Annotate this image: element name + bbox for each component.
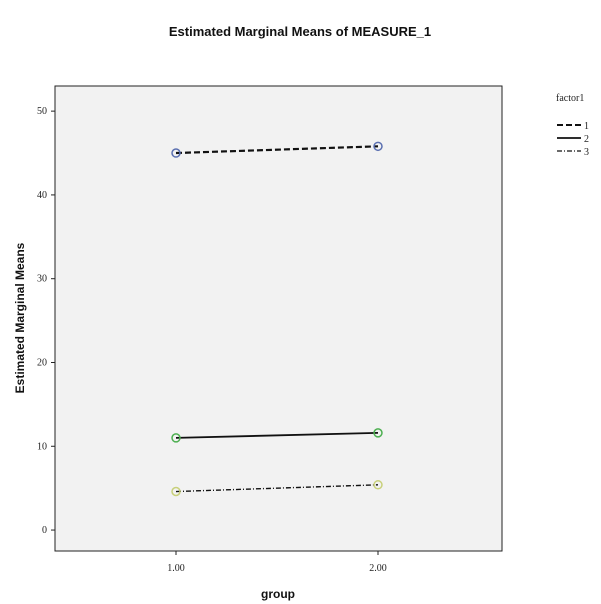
data-point: [373, 480, 383, 490]
x-tick-label: 1.00: [167, 563, 185, 574]
legend-label: 3: [584, 147, 589, 158]
y-axis: 0 10 20 30 40 50: [37, 106, 55, 536]
y-tick-label: 10: [37, 441, 47, 452]
x-axis: 1.00 2.00: [167, 551, 387, 574]
legend: factor1 1 2 3: [556, 93, 589, 158]
x-tick-label: 2.00: [369, 563, 387, 574]
x-axis-title: group: [261, 587, 295, 601]
data-point: [171, 433, 181, 443]
y-tick-label: 20: [37, 357, 47, 368]
data-point: [373, 428, 383, 438]
legend-label: 2: [584, 134, 589, 145]
series-line: [175, 431, 379, 439]
data-point: [171, 148, 181, 158]
legend-title: factor1: [556, 93, 584, 104]
legend-label: 1: [584, 121, 589, 132]
chart-title: Estimated Marginal Means of MEASURE_1: [169, 24, 431, 39]
y-tick-label: 0: [42, 525, 47, 536]
y-tick-label: 30: [37, 274, 47, 285]
data-point: [373, 141, 383, 152]
data-point: [171, 486, 181, 497]
series-layer: [171, 141, 383, 497]
plot-area: [54, 85, 503, 552]
series-line: [175, 145, 379, 155]
series-3: [171, 480, 383, 497]
series-line: [175, 484, 379, 493]
y-tick-label: 50: [37, 106, 47, 117]
series-2: [171, 428, 383, 443]
series-1: [171, 141, 383, 158]
y-axis-title: Estimated Marginal Means: [13, 242, 27, 393]
y-tick-label: 40: [37, 190, 47, 201]
